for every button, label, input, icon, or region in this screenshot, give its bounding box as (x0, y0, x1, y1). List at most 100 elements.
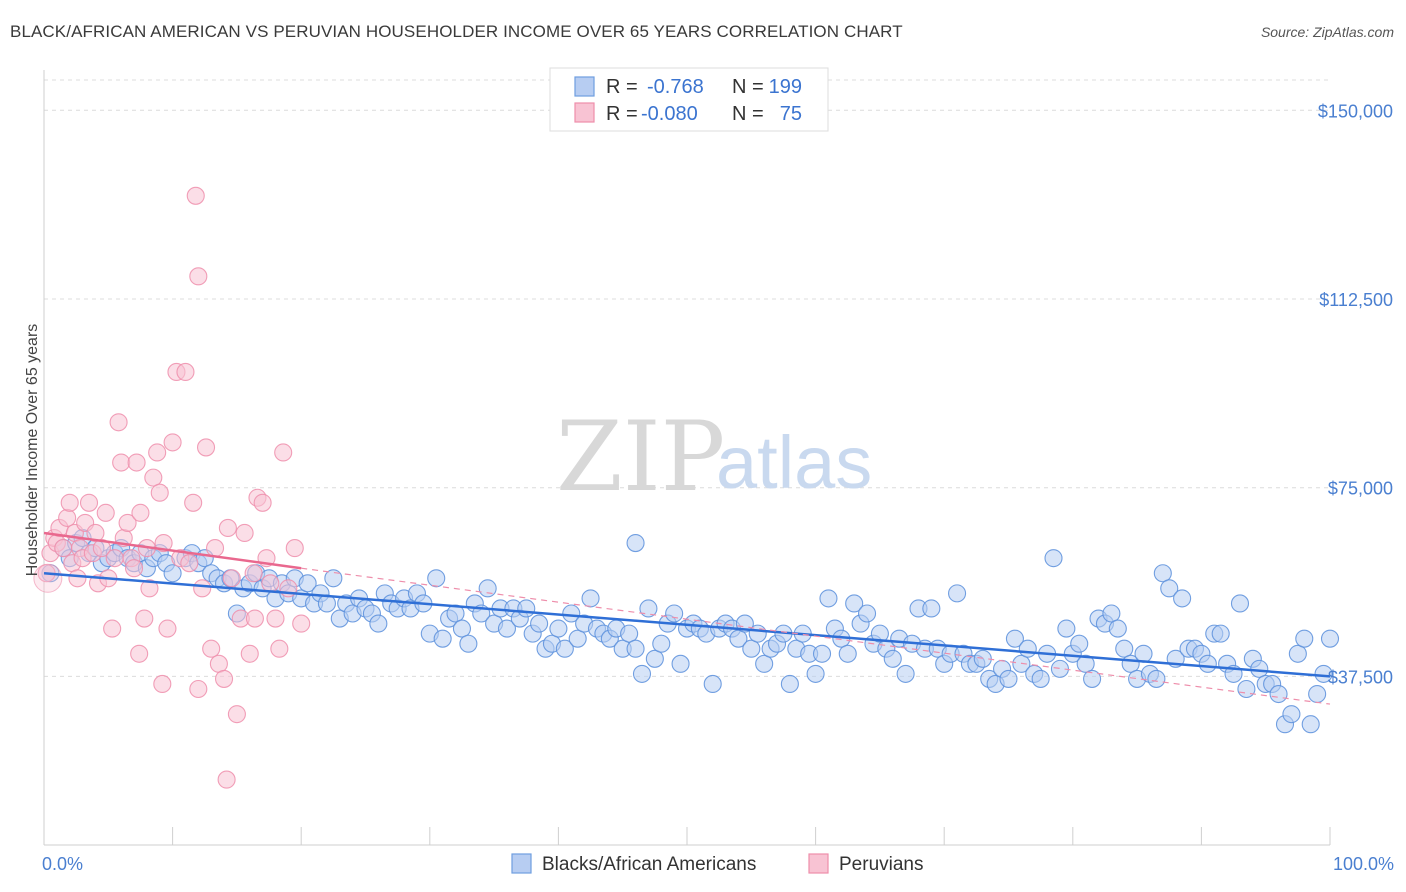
point-0-96 (671, 654, 690, 673)
legend-n-value-peruvians: 75 (780, 103, 802, 125)
point-0-154 (1044, 549, 1063, 568)
point-0-170 (1147, 669, 1166, 688)
point-cluster-origin (33, 563, 63, 593)
legend-n-value-blacks: 199 (769, 76, 802, 98)
point-0-163 (1102, 604, 1121, 623)
point-0-160 (1083, 669, 1102, 688)
bottom-legend: Blacks/African Americans Peruvians (511, 853, 924, 875)
point-0-93 (652, 634, 671, 653)
point-1-30 (131, 503, 150, 522)
y-tick-label-2: $75,000 (1328, 479, 1393, 499)
trend-line-peruvians-extension (301, 567, 1331, 705)
trend-lines (43, 531, 1331, 705)
point-0-125 (857, 604, 877, 623)
point-0-49 (369, 614, 388, 633)
point-1-38 (158, 619, 177, 638)
point-0-109 (755, 654, 774, 673)
point-0-156 (1057, 619, 1076, 638)
point-1-44 (184, 493, 203, 512)
point-1-29 (127, 453, 146, 472)
point-0-191 (1282, 705, 1301, 724)
point-1-39 (163, 433, 182, 452)
legend-n-label-blacks: N = (732, 76, 764, 98)
point-0-89 (626, 639, 645, 658)
series-peruvians-points (33, 186, 311, 789)
point-1-43 (180, 554, 199, 573)
point-0-69 (497, 619, 517, 638)
legend-swatch-peruvians (574, 102, 595, 123)
point-1-28 (124, 559, 144, 578)
point-0-59 (433, 629, 452, 648)
watermark: ZIP atlas (556, 401, 872, 513)
point-1-67 (285, 539, 304, 558)
point-0-63 (459, 634, 478, 653)
point-0-58 (427, 569, 446, 588)
point-1-37 (154, 534, 173, 553)
point-0-117 (806, 664, 825, 683)
point-0-147 (999, 669, 1018, 688)
point-1-26 (118, 513, 137, 532)
chart-title: BLACK/AFRICAN AMERICAN VS PERUVIAN HOUSE… (10, 22, 903, 41)
point-0-95 (665, 604, 684, 623)
point-0-131 (896, 664, 915, 683)
point-1-10 (68, 569, 87, 588)
point-0-194 (1301, 715, 1320, 734)
point-1-34 (144, 468, 163, 487)
point-0-158 (1070, 634, 1089, 653)
point-0-77 (549, 619, 568, 638)
point-1-46 (193, 579, 212, 598)
point-0-193 (1295, 629, 1314, 648)
point-0-90 (632, 664, 652, 683)
bottom-legend-label-blacks: Blacks/African Americans (542, 854, 756, 875)
point-1-21 (103, 619, 122, 638)
chart-source: Source: ZipAtlas.com (1260, 24, 1394, 40)
y-axis-label: Householder Income Over 65 years (24, 324, 41, 577)
point-0-66 (478, 579, 497, 598)
point-0-92 (645, 649, 664, 668)
legend-box: R = -0.768 N = 199 R = -0.080 N = 75 (549, 67, 829, 132)
point-0-62 (452, 619, 472, 638)
point-0-172 (1160, 579, 1179, 598)
point-0-38 (298, 574, 317, 593)
y-tick-label-0: $150,000 (1318, 101, 1393, 121)
point-0-88 (620, 624, 639, 643)
point-0-129 (883, 649, 902, 668)
bottom-legend-swatch-peruvians (808, 853, 829, 874)
point-1-42 (176, 362, 195, 381)
point-0-135 (922, 599, 941, 618)
point-0-74 (530, 614, 549, 633)
watermark-atlas: atlas (716, 421, 872, 504)
point-1-62 (261, 574, 280, 593)
point-0-18 (163, 564, 182, 583)
point-1-56 (235, 523, 254, 543)
point-1-64 (270, 639, 289, 658)
point-1-72 (153, 674, 172, 694)
bottom-legend-swatch-blacks (511, 853, 532, 874)
x-tick-label-left: 0.0% (42, 854, 83, 874)
point-1-60 (253, 493, 272, 512)
watermark-zip: ZIP (556, 401, 725, 513)
point-1-24 (112, 453, 131, 472)
point-0-127 (870, 624, 889, 643)
point-0-184 (1237, 679, 1256, 699)
point-0-159 (1076, 654, 1095, 673)
point-1-73 (130, 644, 149, 663)
point-0-148 (1005, 629, 1024, 648)
point-0-101 (703, 674, 722, 694)
point-0-122 (838, 644, 857, 663)
point-0-113 (780, 674, 799, 694)
point-1-69 (189, 267, 208, 286)
axes (43, 70, 1331, 846)
legend-r-value-blacks: -0.768 (647, 76, 704, 98)
point-1-31 (135, 609, 154, 628)
point-1-63 (266, 609, 285, 628)
y-tick-label-3: $37,500 (1328, 667, 1393, 687)
point-1-6 (58, 508, 77, 527)
point-0-139 (948, 584, 967, 603)
point-0-164 (1108, 619, 1127, 638)
point-1-49 (205, 539, 225, 558)
point-1-45 (189, 679, 208, 699)
point-1-58 (244, 564, 263, 583)
point-1-35 (148, 443, 167, 462)
point-0-82 (581, 589, 600, 608)
